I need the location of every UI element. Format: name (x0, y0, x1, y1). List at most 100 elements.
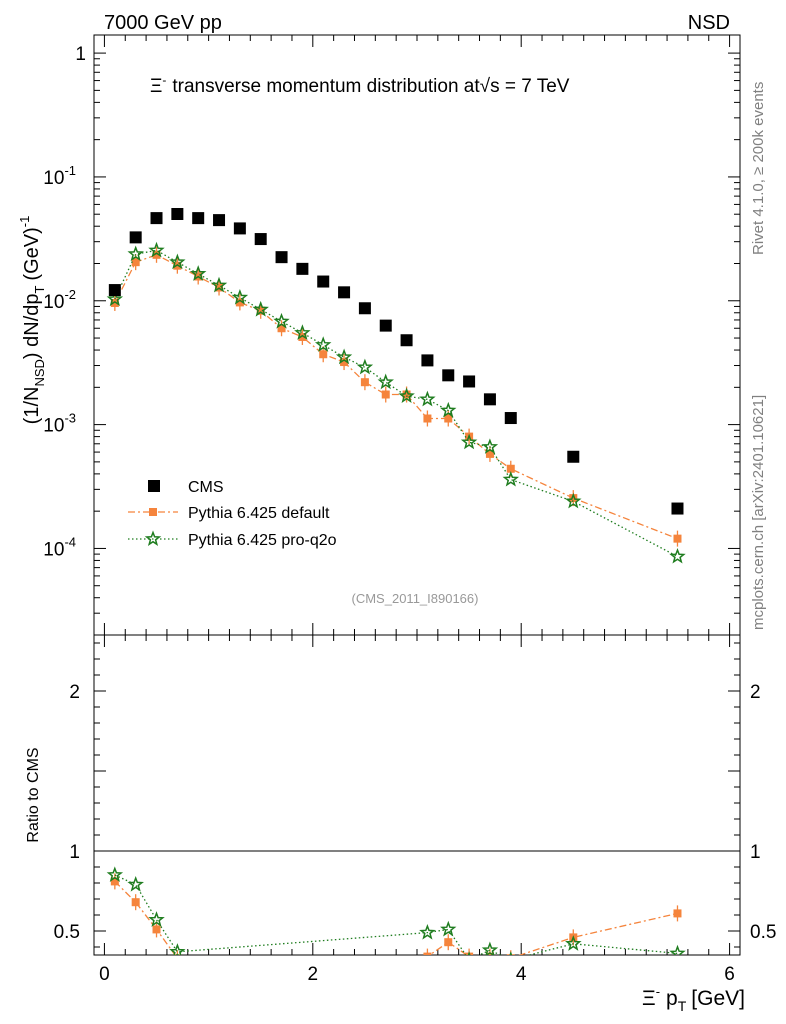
data-point-proq2o (335, 348, 353, 365)
data-point-ratio-default (110, 877, 119, 886)
data-point-default (381, 390, 390, 399)
header-left-label: 7000 GeV pp (104, 12, 222, 34)
data-point-ratio-default (444, 938, 453, 947)
legend-cms-marker (148, 480, 160, 492)
data-point-ratio-default (423, 952, 432, 955)
data-point-ratio-proq2o (106, 866, 124, 883)
mcplots-label: mcplots.cern.ch [arXiv:2401.10621] (750, 395, 767, 630)
data-point-ratio-proq2o (127, 875, 144, 892)
x-tick-label: 4 (516, 964, 527, 985)
y-tick-label: 10-3 (43, 411, 76, 437)
header-right-label: NSD (688, 12, 730, 34)
data-point-proq2o (356, 358, 374, 375)
ratio-series (106, 866, 686, 955)
data-point-default (423, 414, 432, 423)
data-point-proq2o (148, 241, 165, 258)
reference-label: (CMS_2011_I890166) (352, 591, 479, 606)
main-y-axis-label: (1/NNSD) dN/dpT(GeV)-1 (17, 216, 47, 425)
data-point-cms (317, 275, 330, 288)
data-point-ratio-proq2o (669, 944, 686, 955)
data-point-proq2o (669, 547, 686, 564)
data-point-default (402, 390, 411, 399)
plot-title: Ξ-transverse momentum distribution at√s … (150, 73, 570, 97)
data-point-default (673, 534, 682, 543)
x-tick-label: 0 (99, 964, 110, 985)
title-minus: - (162, 73, 166, 87)
y-tick-label-right: 2 (750, 682, 761, 703)
data-point-default (444, 414, 453, 423)
data-point-default (110, 298, 119, 307)
data-point-ratio-default (131, 898, 140, 907)
data-point-ratio-proq2o (148, 911, 165, 927)
data-point-default (256, 306, 265, 315)
data-point-ratio-default (152, 925, 161, 934)
series-line-default (114, 254, 678, 540)
data-point-default (506, 464, 515, 473)
data-point-cms (463, 375, 476, 388)
data-point-proq2o (169, 253, 186, 270)
legend-default-label: Pythia 6.425 default (188, 505, 330, 522)
y-tick-label: 1 (75, 44, 86, 65)
series-line-ratio-default (114, 880, 678, 955)
data-point-default (319, 350, 328, 359)
ratio-axes: 0 2 4 6 0.5 0.5 1 1 2 2 (54, 635, 776, 985)
data-point-default (131, 258, 140, 267)
y-tick-label: 0.5 (54, 922, 80, 943)
rivet-version-label: Rivet 4.1.0, ≥ 200k events (750, 82, 767, 255)
data-point-proq2o (460, 433, 478, 450)
data-point-proq2o (440, 401, 457, 418)
data-point-cms (671, 502, 684, 515)
data-point-proq2o (398, 387, 415, 404)
y-tick-label: 2 (69, 682, 80, 703)
data-point-cms (567, 450, 580, 463)
data-point-ratio-proq2o (419, 923, 436, 940)
legend-proq2o-label: Pythia 6.425 pro-q2o (188, 532, 337, 549)
legend-cms-label: CMS (188, 479, 224, 496)
data-point-cms (296, 262, 309, 275)
title-sqrt: √s = 7 TeV (480, 76, 570, 97)
data-point-cms (108, 284, 121, 297)
data-point-proq2o (565, 492, 582, 509)
data-point-proq2o (273, 312, 290, 329)
data-point-proq2o (419, 390, 436, 407)
data-point-cms (442, 369, 455, 382)
data-point-default (340, 358, 349, 367)
data-point-proq2o (106, 290, 124, 307)
data-point-proq2o (502, 470, 520, 487)
data-point-proq2o (189, 265, 207, 281)
data-point-cms (379, 319, 392, 332)
data-point-proq2o (231, 288, 249, 305)
data-point-proq2o (314, 336, 332, 352)
ratio-y-axis-label: Ratio to CMS (25, 747, 42, 842)
data-point-ratio-proq2o (565, 935, 582, 951)
y-tick-label: 1 (69, 842, 80, 863)
data-point-ratio-proq2o (169, 943, 186, 955)
data-point-cms (192, 212, 205, 225)
legend-proq2o-marker (144, 530, 162, 547)
data-point-ratio-default (673, 909, 682, 918)
data-point-default (569, 494, 578, 503)
title-text: transverse momentum distribution at (172, 76, 480, 97)
legend: CMS Pythia 6.425 default Pythia 6.425 pr… (128, 479, 337, 549)
data-point-cms (254, 233, 267, 246)
x-tick-label: 6 (724, 964, 735, 985)
data-point-cms (400, 334, 413, 347)
data-point-default (360, 378, 369, 387)
data-point-proq2o (252, 300, 269, 317)
ratio-panel-frame (93, 634, 741, 956)
data-point-cms (338, 286, 351, 299)
data-point-ratio-proq2o (440, 920, 457, 937)
legend-default-marker (149, 508, 157, 516)
data-point-cms (421, 354, 434, 367)
y-tick-label: 10-2 (43, 287, 76, 313)
data-point-cms (358, 302, 371, 315)
data-point-cms (504, 412, 517, 425)
series-line-ratio-proq2o (114, 874, 678, 955)
data-point-cms (233, 222, 246, 235)
main-series (106, 207, 686, 564)
data-point-proq2o (377, 373, 394, 390)
data-point-proq2o (127, 245, 144, 262)
y-tick-label-right: 0.5 (750, 922, 776, 943)
data-point-default (152, 250, 161, 259)
